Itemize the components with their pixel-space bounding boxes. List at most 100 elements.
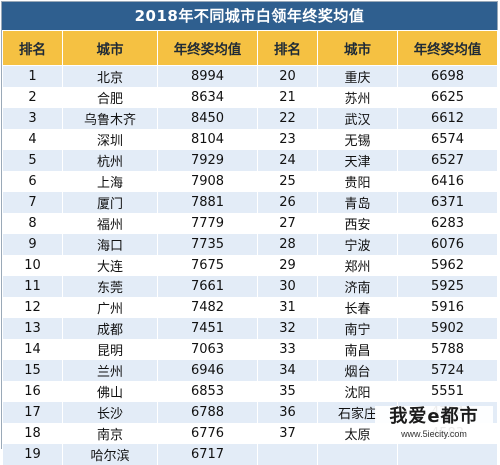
left-city-cell: 海口 [62, 234, 158, 255]
header-row: 排名 城市 年终奖均值 排名 城市 年终奖均值 [2, 30, 498, 66]
table-row: 7 厦门 7881 26 青岛 6371 [2, 192, 498, 213]
left-rank-cell: 13 [2, 318, 63, 339]
left-rank-cell: 7 [2, 192, 63, 213]
left-rank-cell: 10 [2, 255, 63, 276]
right-rank-cell: 22 [257, 108, 318, 129]
right-value-cell: 5902 [397, 318, 498, 339]
right-city-cell: 青岛 [317, 192, 398, 213]
left-value-cell: 6788 [157, 402, 258, 423]
right-value-cell: 5925 [397, 276, 498, 297]
left-value-cell: 7779 [157, 213, 258, 234]
left-rank-cell: 8 [2, 213, 63, 234]
table-row: 3 乌鲁木齐 8450 22 武汉 6612 [2, 108, 498, 129]
right-rank-cell: 28 [257, 234, 318, 255]
left-rank-cell: 11 [2, 276, 63, 297]
left-value-cell: 7881 [157, 192, 258, 213]
right-city-cell: 西安 [317, 213, 398, 234]
left-city-cell: 南京 [62, 423, 158, 444]
left-rank-cell: 18 [2, 423, 63, 444]
right-value-cell: 6574 [397, 129, 498, 150]
bonus-ranking-table: 排名 城市 年终奖均值 排名 城市 年终奖均值 1 北京 8994 20 重庆 6698 2… [2, 30, 498, 465]
table-row: 2 合肥 8634 21 苏州 6625 [2, 87, 498, 108]
left-city-cell: 东莞 [62, 276, 158, 297]
right-rank-cell: 29 [257, 255, 318, 276]
left-rank-cell: 6 [2, 171, 63, 192]
right-city-cell: 济南 [317, 276, 398, 297]
left-rank-cell: 12 [2, 297, 63, 318]
right-rank-cell: 21 [257, 87, 318, 108]
table-row: 6 上海 7908 25 贵阳 6416 [2, 171, 498, 192]
left-rank-cell: 17 [2, 402, 63, 423]
right-city-cell: 长春 [317, 297, 398, 318]
left-rank-cell: 16 [2, 381, 63, 402]
left-city-cell: 昆明 [62, 339, 158, 360]
left-value-cell: 7929 [157, 150, 258, 171]
right-rank-cell: 32 [257, 318, 318, 339]
left-value-cell: 7063 [157, 339, 258, 360]
left-rank-cell: 19 [2, 444, 63, 465]
watermark-logo: 我爱e都市 www.5iecity.com [375, 406, 493, 442]
right-rank-cell: 33 [257, 339, 318, 360]
left-city-cell: 深圳 [62, 129, 158, 150]
header-rank-left: 排名 [2, 30, 63, 66]
left-city-cell: 乌鲁木齐 [62, 108, 158, 129]
left-city-cell: 成都 [62, 318, 158, 339]
right-value-cell: 6612 [397, 108, 498, 129]
right-rank-cell [257, 444, 318, 465]
left-value-cell: 6946 [157, 360, 258, 381]
right-value-cell [397, 444, 498, 465]
left-value-cell: 7908 [157, 171, 258, 192]
right-value-cell: 5551 [397, 381, 498, 402]
right-city-cell [317, 444, 398, 465]
right-city-cell: 沈阳 [317, 381, 398, 402]
left-city-cell: 广州 [62, 297, 158, 318]
left-value-cell: 8994 [157, 65, 258, 87]
table-row: 5 杭州 7929 24 天津 6527 [2, 150, 498, 171]
left-city-cell: 兰州 [62, 360, 158, 381]
right-city-cell: 宁波 [317, 234, 398, 255]
right-rank-cell: 23 [257, 129, 318, 150]
right-value-cell: 6283 [397, 213, 498, 234]
left-city-cell: 厦门 [62, 192, 158, 213]
left-value-cell: 7675 [157, 255, 258, 276]
table-row: 1 北京 8994 20 重庆 6698 [2, 65, 498, 87]
header-rank-right: 排名 [257, 30, 318, 66]
left-city-cell: 合肥 [62, 87, 158, 108]
left-rank-cell: 3 [2, 108, 63, 129]
right-city-cell: 南宁 [317, 318, 398, 339]
table-row: 8 福州 7779 27 西安 6283 [2, 213, 498, 234]
left-rank-cell: 9 [2, 234, 63, 255]
right-city-cell: 无锡 [317, 129, 398, 150]
right-rank-cell: 37 [257, 423, 318, 444]
right-city-cell: 天津 [317, 150, 398, 171]
right-value-cell: 5724 [397, 360, 498, 381]
left-value-cell: 7482 [157, 297, 258, 318]
right-city-cell: 武汉 [317, 108, 398, 129]
table-row: 15 兰州 6946 34 烟台 5724 [2, 360, 498, 381]
right-rank-cell: 34 [257, 360, 318, 381]
right-rank-cell: 20 [257, 65, 318, 87]
right-value-cell: 6625 [397, 87, 498, 108]
right-value-cell: 6698 [397, 65, 498, 87]
right-value-cell: 5962 [397, 255, 498, 276]
left-rank-cell: 1 [2, 65, 63, 87]
left-value-cell: 8634 [157, 87, 258, 108]
left-value-cell: 6776 [157, 423, 258, 444]
right-value-cell: 6076 [397, 234, 498, 255]
table-row: 16 佛山 6853 35 沈阳 5551 [2, 381, 498, 402]
right-rank-cell: 27 [257, 213, 318, 234]
left-city-cell: 杭州 [62, 150, 158, 171]
right-city-cell: 南昌 [317, 339, 398, 360]
table-row: 9 海口 7735 28 宁波 6076 [2, 234, 498, 255]
left-value-cell: 6717 [157, 444, 258, 465]
right-value-cell: 6527 [397, 150, 498, 171]
right-city-cell: 重庆 [317, 65, 398, 87]
left-city-cell: 长沙 [62, 402, 158, 423]
right-city-cell: 郑州 [317, 255, 398, 276]
watermark-url: www.5iecity.com [401, 429, 467, 439]
table-row: 10 大连 7675 29 郑州 5962 [2, 255, 498, 276]
right-city-cell: 贵阳 [317, 171, 398, 192]
right-rank-cell: 35 [257, 381, 318, 402]
left-value-cell: 8104 [157, 129, 258, 150]
